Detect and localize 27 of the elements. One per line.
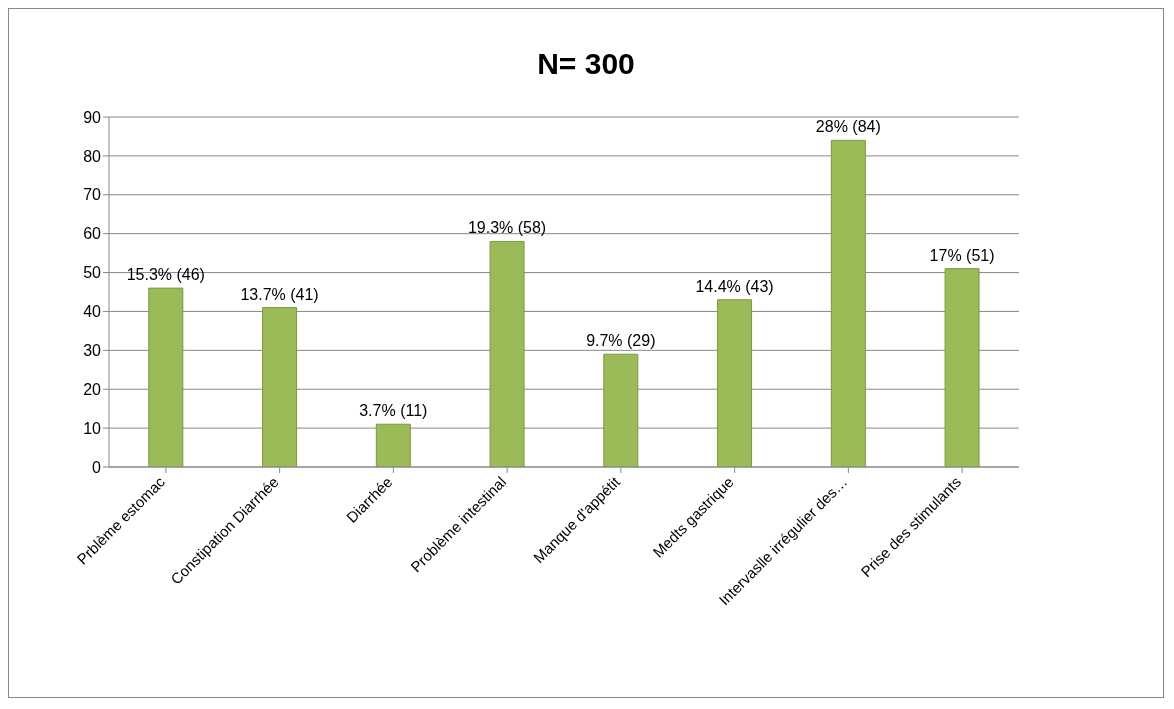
y-tick-label: 50 [83,264,102,282]
y-tick-label: 30 [83,342,102,360]
y-tick-label: 70 [83,186,102,204]
y-tick-label: 0 [92,458,102,476]
y-tick-label: 40 [83,303,102,321]
bar [603,353,639,467]
bar [830,139,866,467]
y-tick-label: 90 [83,108,102,126]
chart-title: N= 300 [536,46,636,82]
data-label: 28% (84) [815,118,881,136]
data-label: 17% (51) [929,246,995,264]
y-tick-label: 10 [83,419,102,437]
data-label: 3.7% (11) [359,402,428,420]
bar [375,423,411,467]
bar [717,299,753,467]
y-tick-label: 20 [83,380,102,398]
bar [262,307,298,467]
y-tick-label: 60 [83,225,102,243]
data-label: 14.4% (43) [695,277,774,295]
bar [489,240,525,467]
data-label: 15.3% (46) [126,266,205,284]
bar [944,268,980,467]
data-label: 13.7% (41) [240,285,319,303]
data-label: 9.7% (29) [586,332,656,350]
y-tick-label: 80 [83,147,102,165]
bar [148,287,184,467]
data-label: 19.3% (58) [467,219,547,237]
